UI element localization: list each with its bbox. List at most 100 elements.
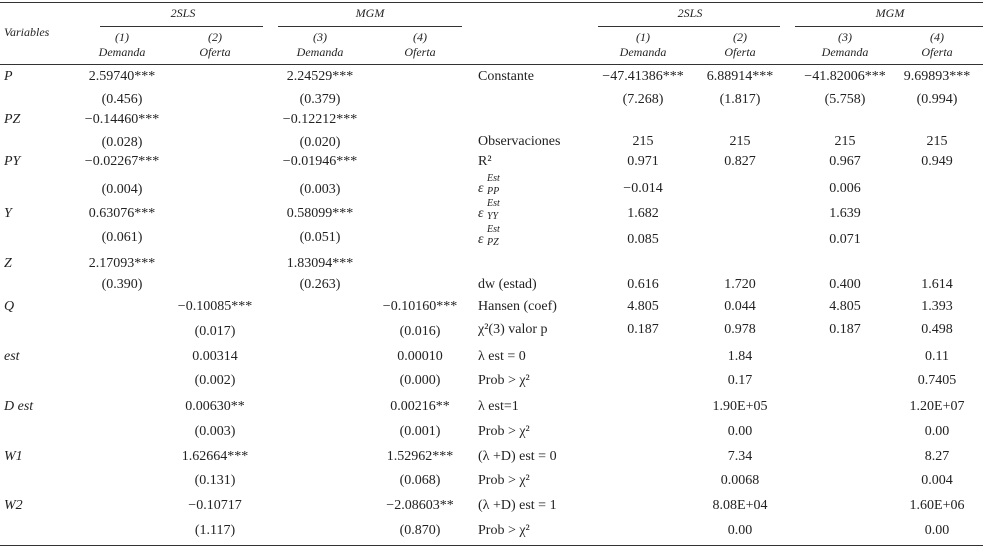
column-name: Demanda [296, 45, 344, 59]
cell: −0.10160*** [382, 299, 458, 314]
cell: 0.616 [627, 277, 659, 292]
group-header: 2SLS [677, 6, 703, 20]
column-number: (3) [313, 30, 327, 44]
cell: 0.00 [727, 424, 753, 439]
cell: (0.456) [101, 92, 143, 107]
cell: 1.614 [921, 277, 953, 292]
header-rule [0, 64, 983, 65]
cell: 0.7405 [917, 373, 957, 388]
cell: 0.00216** [390, 399, 450, 414]
cell: (0.003) [299, 182, 341, 197]
cell: 2.17093*** [88, 256, 156, 271]
cell: (7.268) [622, 92, 664, 107]
cell: −41.82006*** [804, 69, 886, 84]
cell: 215 [926, 134, 948, 149]
row-label: Prob > χ² [478, 473, 530, 488]
cell: 8.27 [924, 449, 950, 464]
cell: 0.498 [921, 322, 953, 337]
cell: 0.967 [829, 154, 861, 169]
cell: (0.390) [101, 277, 143, 292]
cell: (0.263) [299, 277, 341, 292]
column-number: (3) [838, 30, 852, 44]
cell: 2.24529*** [286, 69, 354, 84]
cell: −47.41386*** [602, 69, 684, 84]
group-header: MGM [875, 6, 905, 20]
cell: (0.002) [194, 373, 236, 388]
symbol: ε [478, 206, 484, 221]
column-name: Demanda [821, 45, 869, 59]
subscript: YY [487, 211, 499, 222]
cell: 0.004 [921, 473, 953, 488]
row-label: χ²(3) valor p [478, 322, 548, 337]
cell: (5.758) [824, 92, 866, 107]
cell: 4.805 [829, 299, 861, 314]
superscript: Est [487, 173, 500, 184]
cell: 215 [632, 134, 654, 149]
cell: 0.58099*** [286, 206, 354, 221]
symbol: ε [478, 232, 484, 247]
row-label: est [4, 349, 20, 364]
cell: 0.00630** [185, 399, 245, 414]
cell: (0.131) [194, 473, 236, 488]
cell: (0.017) [194, 324, 236, 339]
row-label: Prob > χ² [478, 424, 530, 439]
cell: 0.187 [829, 322, 861, 337]
row-label: Y [4, 206, 12, 221]
cell: 7.34 [727, 449, 753, 464]
row-label: ε Est PP [478, 174, 500, 197]
cell: −0.14460*** [84, 112, 160, 127]
column-name: Oferta [404, 45, 436, 59]
row-label: W1 [4, 449, 23, 464]
epsilon: ε Est YY [478, 199, 500, 222]
cell: 1.393 [921, 299, 953, 314]
header-label: Variables [4, 25, 50, 39]
row-label: ε Est YY [478, 199, 500, 222]
cell: 0.11 [925, 349, 949, 364]
cell: 1.62664*** [181, 449, 249, 464]
row-label: W2 [4, 498, 23, 513]
row-label: Prob > χ² [478, 373, 530, 388]
cell: (0.068) [399, 473, 441, 488]
cell: (1.817) [719, 92, 761, 107]
cell: 6.88914*** [706, 69, 774, 84]
row-label: Prob > χ² [478, 523, 530, 538]
row-label: Observaciones [478, 134, 561, 149]
column-name: Demanda [619, 45, 667, 59]
cell: (0.379) [299, 92, 341, 107]
column-number: (2) [208, 30, 222, 44]
cell: 0.949 [921, 154, 953, 169]
cell: (0.001) [399, 424, 441, 439]
cell: 215 [729, 134, 751, 149]
cell: 1.52962*** [386, 449, 454, 464]
cell: 0.978 [724, 322, 756, 337]
cell: 0.827 [724, 154, 756, 169]
group-header: MGM [355, 6, 385, 20]
cell: (0.000) [399, 373, 441, 388]
cell: 1.90E+05 [712, 399, 768, 414]
row-label: λ est=1 [478, 399, 519, 414]
cell: 0.63076*** [88, 206, 156, 221]
cell: (0.051) [299, 230, 341, 245]
cell: 0.085 [627, 232, 659, 247]
cell: 0.971 [627, 154, 659, 169]
cell: 1.720 [724, 277, 756, 292]
cell: 1.84 [727, 349, 753, 364]
cell: 9.69893*** [903, 69, 971, 84]
row-label: PZ [4, 112, 21, 127]
top-rule [0, 2, 983, 3]
cell: 4.805 [627, 299, 659, 314]
group-rule [795, 26, 983, 27]
group-rule [100, 26, 263, 27]
symbol: ε [478, 181, 484, 196]
row-label: Q [4, 299, 15, 314]
row-label: (λ +D) est = 0 [478, 449, 557, 464]
cell: −0.12212*** [282, 112, 358, 127]
row-label: R² [478, 154, 492, 169]
row-label: Hansen (coef) [478, 299, 557, 314]
cell: 0.17 [727, 373, 753, 388]
column-name: Demanda [98, 45, 146, 59]
cell: (0.028) [101, 135, 143, 150]
row-label: ε Est PZ [478, 225, 500, 248]
column-number: (1) [115, 30, 129, 44]
column-name: Oferta [921, 45, 953, 59]
